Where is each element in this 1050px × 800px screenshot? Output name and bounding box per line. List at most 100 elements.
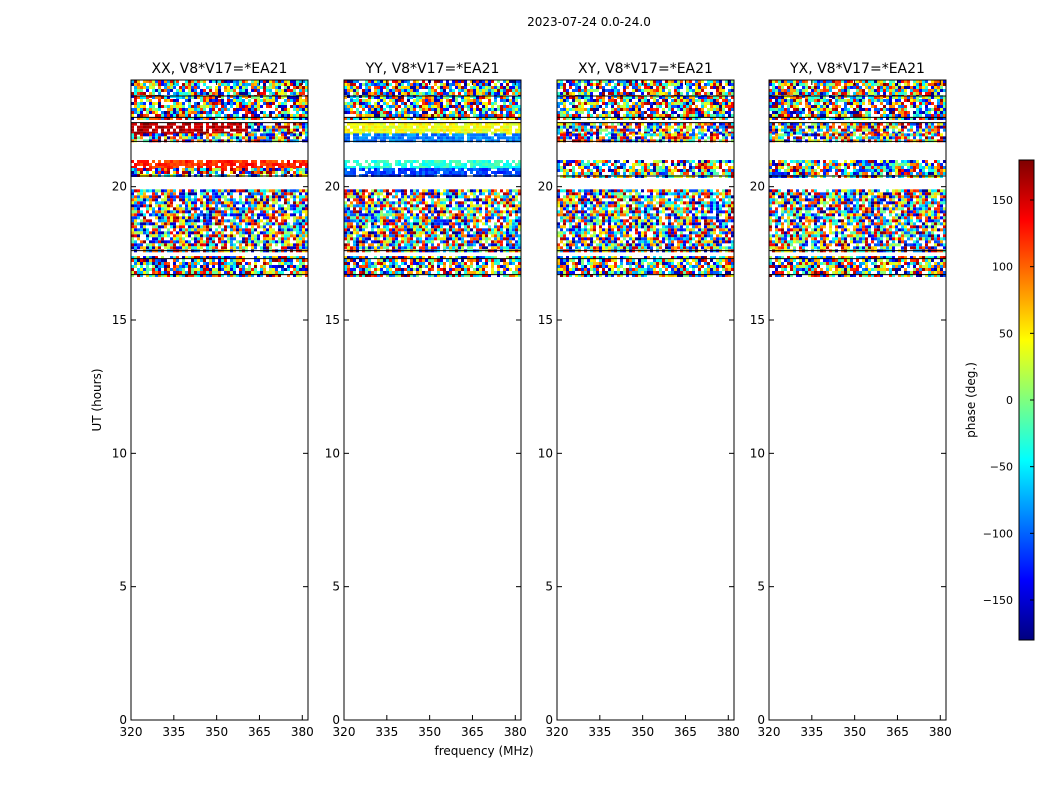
data-cell — [473, 237, 476, 241]
data-cell — [359, 213, 362, 217]
data-cell — [218, 133, 221, 137]
data-cell — [167, 265, 170, 268]
data-cell — [137, 80, 140, 83]
data-cell — [140, 111, 143, 114]
data-cell — [152, 210, 155, 214]
data-cell — [419, 136, 422, 140]
data-cell — [305, 168, 308, 171]
data-cell — [155, 102, 158, 105]
data-cell — [410, 122, 413, 126]
data-cell — [173, 268, 176, 271]
data-cell — [179, 225, 182, 229]
data-cell — [503, 128, 506, 132]
data-cell — [281, 117, 284, 120]
data-cell — [413, 131, 416, 135]
data-cell — [305, 274, 308, 277]
data-cell — [353, 216, 356, 220]
data-cell — [500, 117, 503, 120]
data-cell — [245, 168, 248, 171]
data-cell — [440, 136, 443, 140]
data-cell — [188, 166, 191, 169]
data-cell — [464, 171, 467, 174]
data-cell — [395, 231, 398, 235]
data-cell — [374, 213, 377, 217]
data-cell — [440, 86, 443, 89]
data-cell — [269, 219, 272, 223]
data-cell — [215, 262, 218, 265]
data-cell — [497, 216, 500, 220]
data-cell — [395, 108, 398, 111]
data-cell — [221, 99, 224, 102]
data-cell — [365, 231, 368, 235]
data-cell — [500, 133, 503, 137]
data-cell — [293, 234, 296, 238]
data-cell — [227, 86, 230, 89]
data-cell — [284, 168, 287, 171]
data-cell — [194, 105, 197, 108]
data-cell — [455, 204, 458, 208]
data-cell — [131, 225, 134, 229]
data-cell — [230, 265, 233, 268]
data-cell — [419, 234, 422, 238]
data-cell — [227, 265, 230, 268]
data-cell — [284, 256, 287, 259]
data-cell — [461, 117, 464, 120]
data-cell — [431, 105, 434, 108]
data-cell — [473, 243, 476, 247]
data-cell — [383, 219, 386, 223]
data-cell — [284, 219, 287, 223]
data-cell — [464, 92, 467, 95]
data-cell — [476, 114, 479, 117]
data-cell — [365, 111, 368, 114]
data-cell — [260, 168, 263, 171]
data-cell — [365, 89, 368, 92]
data-cell — [158, 108, 161, 111]
data-cell — [443, 204, 446, 208]
data-cell — [410, 216, 413, 220]
data-cell — [254, 114, 257, 117]
data-cell — [302, 168, 305, 171]
data-cell — [179, 243, 182, 247]
data-cell — [446, 92, 449, 95]
data-cell — [173, 262, 176, 265]
data-cell — [518, 222, 521, 226]
data-cell — [305, 111, 308, 114]
data-band — [131, 96, 308, 120]
data-cell — [257, 80, 260, 83]
data-cell — [296, 207, 299, 211]
data-cell — [233, 207, 236, 211]
data-cell — [194, 213, 197, 217]
data-cell — [227, 89, 230, 92]
data-cell — [353, 83, 356, 86]
data-cell — [209, 80, 212, 83]
data-cell — [254, 163, 257, 166]
data-cell — [368, 133, 371, 137]
data-cell — [350, 117, 353, 120]
data-cell — [158, 213, 161, 217]
data-cell — [404, 234, 407, 238]
data-cell — [134, 163, 137, 166]
data-cell — [206, 246, 209, 250]
data-cell — [419, 168, 422, 171]
data-cell — [464, 96, 467, 99]
data-cell — [212, 117, 215, 120]
data-cell — [368, 237, 371, 241]
data-cell — [509, 204, 512, 208]
data-cell — [473, 111, 476, 114]
data-cell — [479, 89, 482, 92]
data-cell — [404, 105, 407, 108]
data-cell — [254, 237, 257, 241]
data-cell — [452, 136, 455, 140]
data-cell — [299, 207, 302, 211]
data-cell — [230, 268, 233, 271]
data-cell — [437, 195, 440, 199]
data-cell — [170, 166, 173, 169]
data-cell — [494, 89, 497, 92]
data-cell — [416, 89, 419, 92]
data-cell — [350, 125, 353, 129]
data-cell — [224, 133, 227, 137]
data-cell — [200, 243, 203, 247]
data-cell — [206, 96, 209, 99]
data-cell — [221, 111, 224, 114]
data-cell — [218, 274, 221, 277]
